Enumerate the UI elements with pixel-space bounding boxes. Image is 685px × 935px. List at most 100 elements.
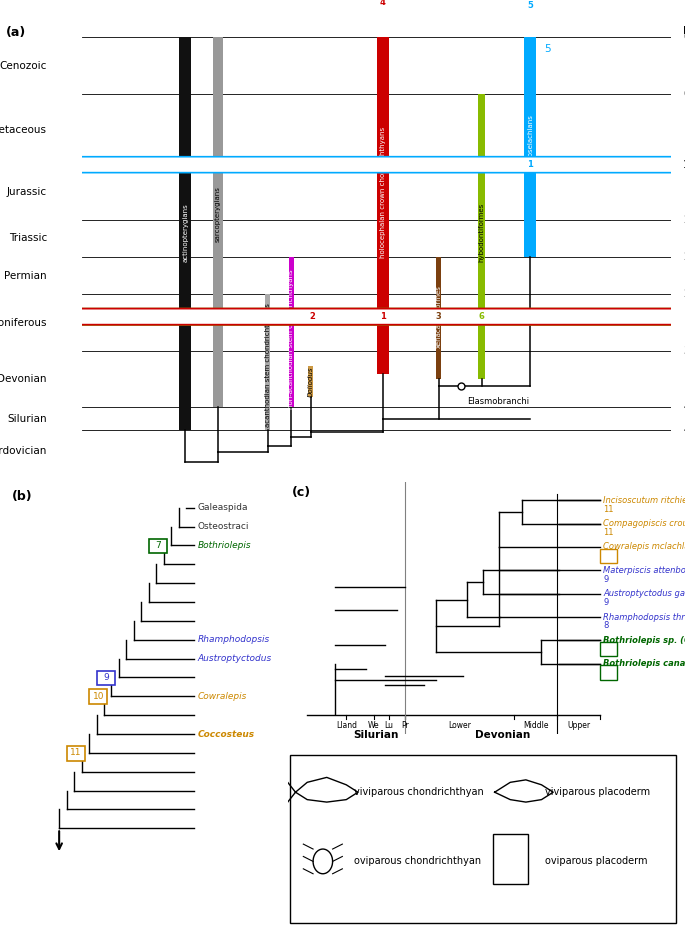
Circle shape	[0, 309, 685, 324]
Text: 6: 6	[479, 312, 484, 321]
Text: viviparous placoderm: viviparous placoderm	[545, 787, 651, 798]
Text: Lu: Lu	[385, 721, 394, 730]
Text: Silurian: Silurian	[8, 414, 47, 424]
Bar	[377, 36, 388, 374]
FancyBboxPatch shape	[290, 755, 676, 923]
Text: Coccosteus: Coccosteus	[197, 729, 255, 739]
Text: Ordovician: Ordovician	[0, 446, 47, 456]
Text: 5: 5	[527, 1, 533, 10]
Circle shape	[0, 157, 685, 173]
Text: 206: 206	[683, 215, 685, 224]
Text: Austroptyctodus gardineri: Austroptyctodus gardineri	[603, 589, 685, 598]
FancyBboxPatch shape	[89, 689, 108, 704]
Text: (b): (b)	[12, 491, 32, 503]
FancyBboxPatch shape	[493, 834, 528, 884]
Text: Incisoscutum ritchiei: Incisoscutum ritchiei	[603, 496, 685, 505]
Text: Permian: Permian	[4, 271, 47, 280]
Text: We: We	[368, 721, 379, 730]
Text: 1: 1	[379, 312, 386, 321]
FancyBboxPatch shape	[67, 746, 85, 760]
Bar	[265, 295, 270, 430]
Text: oviparous chondrichthyan: oviparous chondrichthyan	[354, 856, 481, 867]
Text: 11: 11	[603, 528, 614, 537]
Text: 11: 11	[71, 748, 82, 757]
Bar	[288, 257, 294, 408]
Text: 4: 4	[379, 0, 386, 7]
Text: Middle: Middle	[523, 721, 549, 730]
Text: 0: 0	[683, 32, 685, 42]
Text: Cowralepis: Cowralepis	[197, 692, 247, 700]
Text: Pr: Pr	[401, 721, 409, 730]
Text: Bothriolepis canadensis: Bothriolepis canadensis	[603, 659, 685, 669]
Bar	[212, 36, 223, 408]
Text: Materpiscis attenboroughi: Materpiscis attenboroughi	[603, 566, 685, 575]
Text: Upper: Upper	[567, 721, 590, 730]
Text: Cenozoic: Cenozoic	[0, 61, 47, 70]
Text: oviparous placoderm: oviparous placoderm	[545, 856, 648, 867]
Text: Lland: Lland	[336, 721, 357, 730]
Text: actinopterygians: actinopterygians	[182, 203, 188, 262]
Text: 7: 7	[603, 645, 608, 654]
FancyBboxPatch shape	[600, 642, 617, 656]
Circle shape	[0, 309, 685, 324]
Text: hybodontiformes: hybodontiformes	[479, 203, 484, 262]
Text: Doliodus: Doliodus	[308, 367, 314, 396]
Text: sarcopterygians: sarcopterygians	[214, 186, 221, 242]
Circle shape	[0, 309, 685, 324]
Text: 290: 290	[683, 290, 685, 299]
Text: xenacanthiformes: xenacanthiformes	[436, 285, 442, 348]
Text: 354: 354	[683, 346, 685, 356]
Text: Bothriolepis sp. (Gogo): Bothriolepis sp. (Gogo)	[603, 636, 685, 645]
Text: Silurian: Silurian	[353, 730, 398, 741]
Text: holocephalan crown chondrichthyans: holocephalan crown chondrichthyans	[379, 126, 386, 258]
Text: (c): (c)	[292, 486, 311, 499]
Text: (a): (a)	[5, 26, 26, 39]
Text: 9: 9	[603, 598, 608, 607]
Text: Osteostraci: Osteostraci	[197, 522, 249, 531]
Text: 2: 2	[309, 312, 315, 321]
Circle shape	[0, 309, 685, 324]
Text: 3: 3	[436, 312, 441, 321]
Bar	[478, 94, 485, 379]
Text: viviparous chondrichthyan: viviparous chondrichthyan	[354, 787, 484, 798]
Bar	[436, 257, 441, 379]
Text: Lower: Lower	[448, 721, 471, 730]
Text: 7: 7	[603, 669, 608, 677]
Circle shape	[0, 0, 685, 11]
Text: Bothriolepis: Bothriolepis	[197, 540, 251, 550]
Text: 10: 10	[92, 692, 104, 700]
FancyBboxPatch shape	[600, 666, 617, 680]
Bar	[308, 366, 313, 396]
FancyBboxPatch shape	[149, 539, 167, 554]
Text: Cowralepis mclachlani: Cowralepis mclachlani	[603, 542, 685, 552]
Text: 7: 7	[155, 540, 161, 550]
Text: 5: 5	[545, 44, 551, 54]
Text: Rhamphodopsis: Rhamphodopsis	[197, 635, 270, 644]
Bar	[179, 36, 191, 430]
Text: non-acanthodian stem chondrichthyans: non-acanthodian stem chondrichthyans	[288, 269, 295, 409]
Text: 9: 9	[103, 673, 109, 682]
Text: Mya: Mya	[683, 26, 685, 36]
Text: Cretaceous: Cretaceous	[0, 124, 47, 135]
Text: 9: 9	[603, 575, 608, 583]
Text: Devonian: Devonian	[475, 730, 530, 741]
Text: 144: 144	[683, 160, 685, 169]
Text: 65: 65	[683, 90, 685, 99]
Text: Galeaspida: Galeaspida	[197, 503, 248, 512]
Bar	[524, 36, 536, 257]
Text: Compagopiscis croucheri: Compagopiscis croucheri	[603, 519, 685, 528]
FancyBboxPatch shape	[600, 549, 617, 563]
Text: 11: 11	[603, 505, 614, 513]
Text: 8: 8	[603, 622, 608, 630]
Text: 248: 248	[683, 252, 685, 262]
Text: Triassic: Triassic	[9, 234, 47, 243]
Text: 443: 443	[683, 425, 685, 436]
Text: Austroptyctodus: Austroptyctodus	[197, 654, 272, 663]
Text: Elasmobranchi: Elasmobranchi	[467, 396, 530, 406]
Text: Carboniferous: Carboniferous	[0, 318, 47, 328]
Text: 10: 10	[603, 552, 614, 560]
Text: Jurassic: Jurassic	[7, 187, 47, 197]
Text: 417: 417	[683, 402, 685, 412]
FancyBboxPatch shape	[97, 670, 115, 685]
Text: 1: 1	[527, 160, 533, 169]
